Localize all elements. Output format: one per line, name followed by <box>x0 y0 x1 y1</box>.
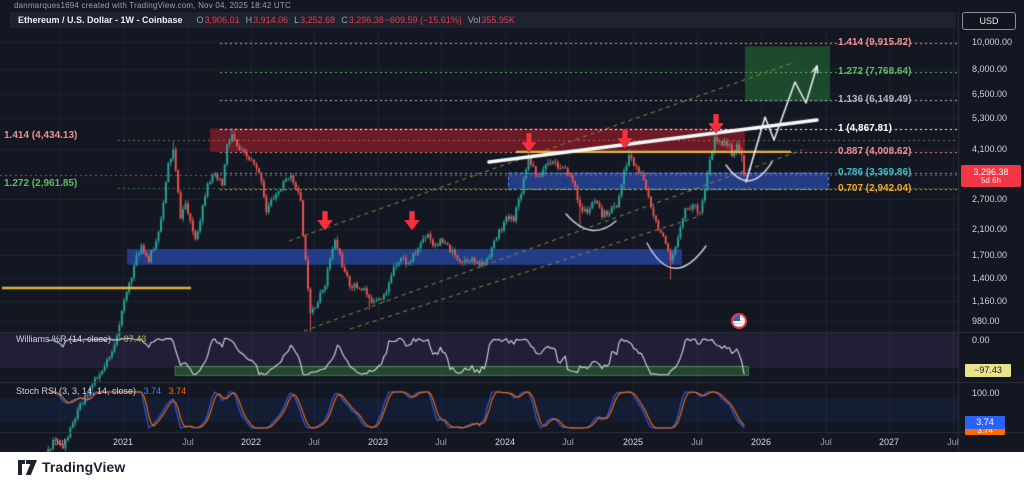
fib-extension-label-right: 1.414 (9,915.82) <box>838 37 912 49</box>
stoch-rsi-d-badge: 3.74 <box>965 427 1005 435</box>
currency-toggle-button[interactable]: USD <box>962 12 1016 30</box>
time-axis-tick[interactable]: Jul <box>691 437 703 447</box>
bearish-arrow-marker[interactable] <box>316 210 334 231</box>
last-price-value: 3,296.38 <box>973 167 1009 177</box>
footer-strip <box>0 452 1024 488</box>
fib-extension-label-right: 0.707 (2,942.04) <box>838 182 912 194</box>
williams-axis-zero: 0.00 <box>972 335 990 345</box>
bearish-arrow-marker[interactable] <box>520 132 538 153</box>
price-axis-tick: 4,100.00 <box>972 144 1008 155</box>
time-axis-tick[interactable]: 2023 <box>367 437 389 447</box>
us-flag-event-icon[interactable] <box>731 313 747 329</box>
close-label: C <box>341 15 348 25</box>
bearish-arrow-marker[interactable] <box>616 128 634 149</box>
open-label: O <box>196 15 204 25</box>
time-axis-tick[interactable]: 2024 <box>494 437 516 447</box>
stoch-rsi-label: Stoch RSI (3, 3, 14, 14, close) <box>16 386 137 396</box>
price-axis-tick: 1,160.00 <box>972 295 1008 306</box>
time-axis-tick[interactable]: Jul <box>182 437 194 447</box>
time-axis-tick[interactable]: Jul <box>820 437 832 447</box>
symbol-title: Ethereum / U.S. Dollar - 1W - Coinbase <box>18 15 183 25</box>
stoch-rsi-title[interactable]: Stoch RSI (3, 3, 14, 14, close) 3.74 3.7… <box>16 386 186 396</box>
williams-r-badge: −97.43 <box>965 364 1011 377</box>
fib-extension-label-right: 1 (4,867.81) <box>838 122 892 134</box>
time-axis-tick[interactable]: Jul <box>562 437 574 447</box>
bearish-arrow-marker[interactable] <box>403 210 421 231</box>
bearish-arrow-marker[interactable] <box>707 113 725 134</box>
attribution-text: danmarques1694 created with TradingView.… <box>14 1 291 10</box>
low-label: L <box>294 15 300 25</box>
low-value: 3,252.68 <box>300 15 336 25</box>
price-axis-tick: 5,300.00 <box>972 113 1008 124</box>
price-axis-tick: 1,400.00 <box>972 273 1008 284</box>
price-axis-tick: 2,700.00 <box>972 194 1008 205</box>
fib-extension-label-right: 1.272 (7,768.64) <box>838 66 912 78</box>
legend-bar[interactable]: Ethereum / U.S. Dollar - 1W - Coinbase O… <box>10 12 956 28</box>
fib-extension-label-right: 1.136 (6,149.49) <box>838 94 912 106</box>
stoch-axis-hundred: 100.00 <box>972 388 1000 398</box>
price-axis-tick: 1,700.00 <box>972 249 1008 260</box>
time-axis-tick[interactable]: 2021 <box>112 437 134 447</box>
williams-r-label: Williams %R (14, close) <box>16 334 112 344</box>
fib-extension-label-left: 1.414 (4,434.13) <box>4 129 78 141</box>
last-price-badge: 3,296.38 5d 6h <box>961 165 1021 187</box>
time-axis-tick[interactable]: Jul <box>308 437 320 447</box>
volume-label: Vol <box>467 15 481 25</box>
stoch-rsi-k-value: 3.74 <box>143 386 162 396</box>
stoch-rsi-k-badge: 3.74 <box>965 416 1005 429</box>
price-axis-tick: 8,000.00 <box>972 63 1008 74</box>
fib-extension-label-right: 0.786 (3,369.86) <box>838 166 912 178</box>
bar-countdown: 5d 6h <box>980 176 1002 185</box>
fib-extension-label-right: 0.887 (4,008.62) <box>838 145 912 157</box>
time-axis-tick[interactable]: 2026 <box>750 437 772 447</box>
williams-r-value: −97.43 <box>118 334 147 344</box>
price-axis-tick: 6,500.00 <box>972 88 1008 99</box>
price-axis-tick: 980.00 <box>972 316 1000 326</box>
tradingview-wordmark: TradingView <box>42 459 126 475</box>
time-axis-tick[interactable]: Jul <box>54 437 66 447</box>
change-value: −609.59 (−15.61%) <box>384 15 462 25</box>
stoch-rsi-d-value: 3.74 <box>168 386 187 396</box>
price-axis-tick: 2,100.00 <box>972 224 1008 235</box>
time-axis-tick[interactable]: 2027 <box>878 437 900 447</box>
time-axis-tick[interactable]: 2022 <box>240 437 262 447</box>
price-axis-tick: 10,000.00 <box>972 37 1013 48</box>
high-value: 3,914.06 <box>253 15 289 25</box>
high-label: H <box>245 15 253 25</box>
time-axis-tick[interactable]: Jul <box>435 437 447 447</box>
tradingview-logo[interactable]: TradingView <box>18 459 125 475</box>
williams-r-title[interactable]: Williams %R (14, close) −97.43 <box>16 334 146 344</box>
volume-value: 355.95K <box>481 15 515 25</box>
open-value: 3,906.01 <box>204 15 240 25</box>
close-value: 3,296.38 <box>348 15 384 25</box>
tradingview-glyph-icon <box>18 459 37 475</box>
time-axis-tick[interactable]: Jul <box>947 437 959 447</box>
fib-extension-label-left: 1.272 (2,961.85) <box>4 178 78 190</box>
time-axis-tick[interactable]: 2025 <box>622 437 644 447</box>
